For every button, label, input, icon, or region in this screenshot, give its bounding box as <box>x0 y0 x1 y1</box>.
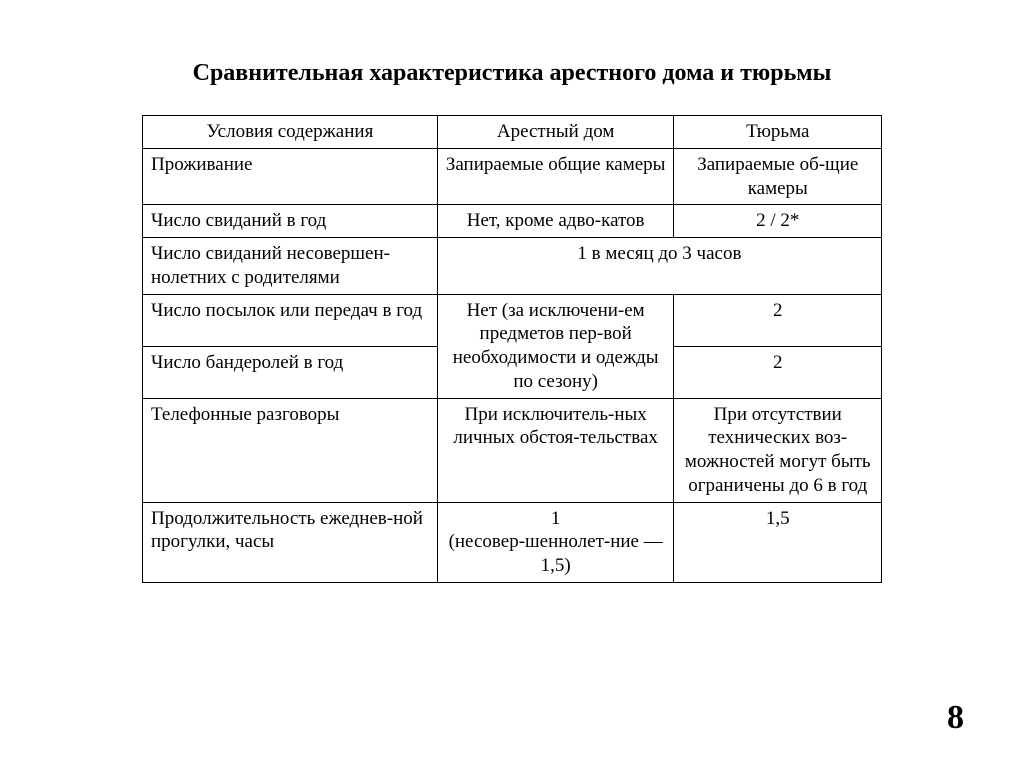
page-number: 8 <box>947 699 964 737</box>
cell-prison: Запираемые об-щие камеры <box>674 148 882 205</box>
table-row: Число посылок или передач в год Нет (за … <box>143 294 882 346</box>
cell-label: Телефонные разговоры <box>143 398 438 502</box>
page-container: Сравнительная характеристика арестного д… <box>0 0 1024 583</box>
cell-merged: 1 в месяц до 3 часов <box>437 238 881 295</box>
cell-arrest: При исключитель-ных личных обстоя-тельст… <box>437 398 674 502</box>
cell-arrest: 1 (несовер-шеннолет-ние — 1,5) <box>437 502 674 582</box>
header-arrest-house: Арестный дом <box>437 116 674 149</box>
table-header-row: Условия содержания Арестный дом Тюрьма <box>143 116 882 149</box>
cell-label: Число бандеролей в год <box>143 346 438 398</box>
cell-prison: 2 / 2* <box>674 205 882 238</box>
page-title: Сравнительная характеристика арестного д… <box>80 60 944 87</box>
table-row: Продолжительность ежеднев-ной прогулки, … <box>143 502 882 582</box>
cell-arrest-merged: Нет (за исключени-ем предметов пер-вой н… <box>437 294 674 398</box>
table-row: Проживание Запираемые общие камеры Запир… <box>143 148 882 205</box>
cell-arrest: Запираемые общие камеры <box>437 148 674 205</box>
cell-label: Число посылок или передач в год <box>143 294 438 346</box>
comparison-table: Условия содержания Арестный дом Тюрьма П… <box>142 115 882 583</box>
cell-label: Проживание <box>143 148 438 205</box>
cell-label: Число свиданий в год <box>143 205 438 238</box>
cell-prison: 1,5 <box>674 502 882 582</box>
cell-arrest: Нет, кроме адво-катов <box>437 205 674 238</box>
cell-prison: 2 <box>674 294 882 346</box>
cell-label: Продолжительность ежеднев-ной прогулки, … <box>143 502 438 582</box>
table-row: Число свиданий в год Нет, кроме адво-кат… <box>143 205 882 238</box>
table-row: Число свиданий несовершен-нолетних с род… <box>143 238 882 295</box>
table-row: Телефонные разговоры При исключитель-ных… <box>143 398 882 502</box>
header-conditions: Условия содержания <box>143 116 438 149</box>
cell-prison: 2 <box>674 346 882 398</box>
cell-prison: При отсутствии технических воз-можностей… <box>674 398 882 502</box>
cell-label: Число свиданий несовершен-нолетних с род… <box>143 238 438 295</box>
header-prison: Тюрьма <box>674 116 882 149</box>
